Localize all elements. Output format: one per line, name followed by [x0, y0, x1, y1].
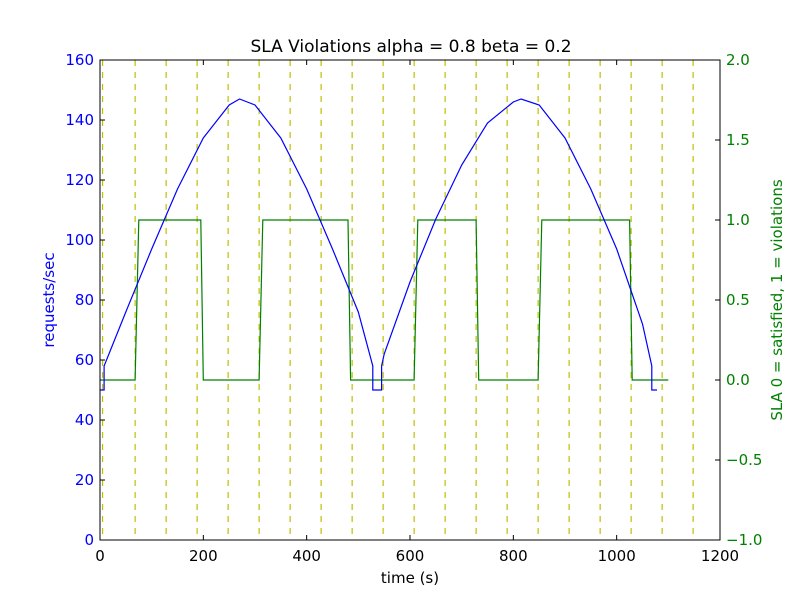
x-tick-label-2: 400	[292, 547, 321, 565]
tick-group: 0 200 400 600 800 1000 1200 0 20 40 60 80 100 120 140 1…	[65, 51, 762, 565]
y-left-tick-label-0: 0	[84, 531, 94, 549]
y-right-tick-label-4: 1.0	[726, 211, 750, 229]
y-right-tick-label-5: 1.5	[726, 131, 750, 149]
y-right-tick-label-6: 2.0	[726, 51, 750, 69]
x-tick-label-3: 600	[396, 547, 425, 565]
y-axis-label-left: requests/sec	[40, 252, 58, 347]
y-axis-label-right: SLA 0 = satisfied, 1 = violations	[768, 179, 786, 420]
x-tick-label-4: 800	[499, 547, 528, 565]
y-left-tick-label-1: 20	[75, 471, 94, 489]
y-left-tick-label-3: 60	[75, 351, 94, 369]
requests-series-line	[100, 98, 657, 391]
y-right-tick-label-0: −1.0	[726, 531, 762, 549]
vertical-lines	[101, 60, 694, 540]
y-left-tick-label-6: 120	[65, 171, 94, 189]
x-tick-label-0: 0	[95, 547, 105, 565]
y-left-tick-label-7: 140	[65, 111, 94, 129]
x-tick-label-1: 200	[189, 547, 218, 565]
y-left-tick-label-4: 80	[75, 291, 94, 309]
plot-frame	[99, 59, 721, 541]
x-axis-label: time (s)	[381, 569, 439, 587]
y-left-tick-label-2: 40	[75, 411, 94, 429]
y-left-tick-label-5: 100	[65, 231, 94, 249]
sla-series-line	[100, 219, 669, 381]
series-group	[100, 98, 669, 391]
y-right-tick-label-1: −0.5	[726, 451, 762, 469]
chart-title: SLA Violations alpha = 0.8 beta = 0.2	[250, 37, 571, 57]
y-left-tick-label-8: 160	[65, 51, 94, 69]
x-tick-label-5: 1000	[598, 547, 636, 565]
y-right-tick-label-2: 0.0	[726, 371, 750, 389]
x-tick-label-6: 1200	[701, 547, 739, 565]
y-right-tick-label-3: 0.5	[726, 291, 750, 309]
